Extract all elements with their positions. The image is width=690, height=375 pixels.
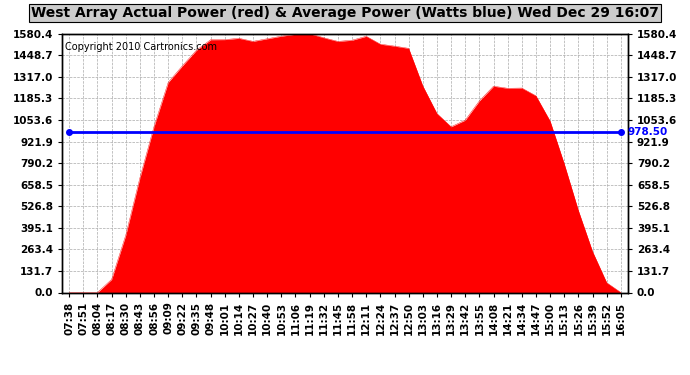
Text: Copyright 2010 Cartronics.com: Copyright 2010 Cartronics.com [65,42,217,51]
Text: West Array Actual Power (red) & Average Power (Watts blue) Wed Dec 29 16:07: West Array Actual Power (red) & Average … [31,6,659,20]
Text: 978.50: 978.50 [628,127,668,137]
